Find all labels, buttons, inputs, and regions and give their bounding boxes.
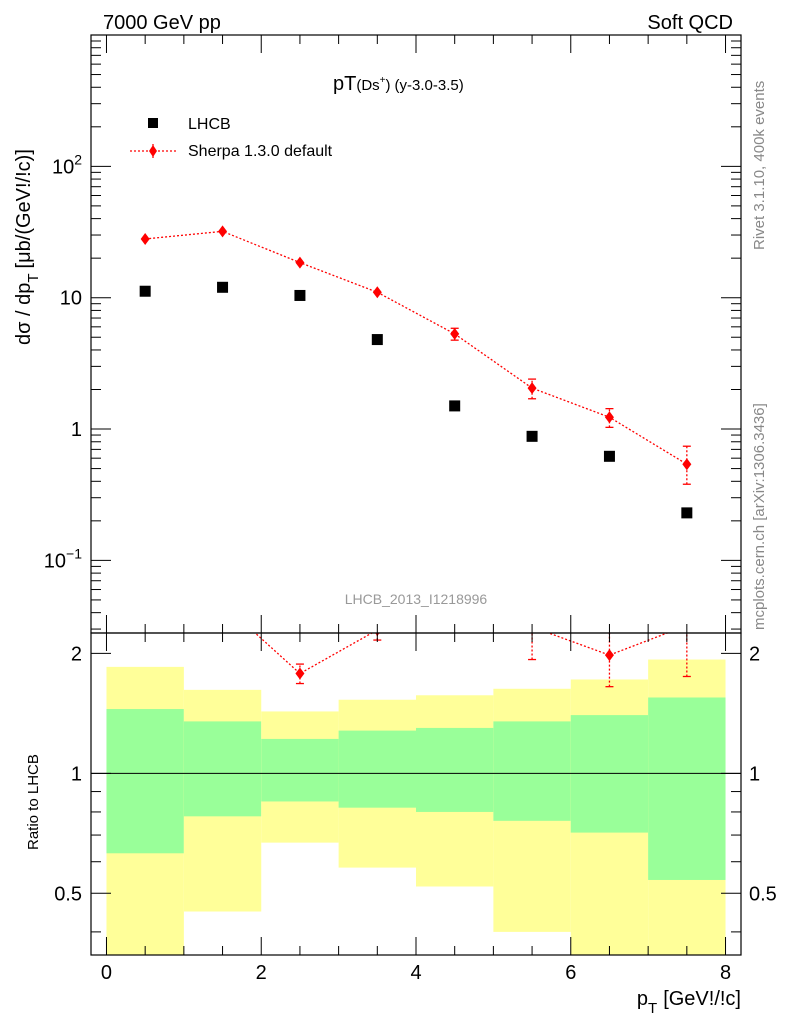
lhcb-point (139, 285, 151, 297)
main-axis-ticks (91, 35, 741, 633)
x-tick-label: 2 (256, 962, 267, 984)
ratio-inner-band (416, 727, 494, 812)
ratio-inner-band (338, 730, 416, 808)
ratio-inner-band (570, 715, 649, 833)
lhcb-point (681, 507, 693, 519)
main-data (139, 225, 693, 519)
main-panel: 10−1 1 10 102 pT(Ds+) (y-3.0-3.5) dσ / dpT[μ… (13, 34, 742, 634)
plot-title-particle: (Ds (356, 77, 379, 94)
sherpa-point (450, 327, 460, 340)
ratio-point (450, 549, 459, 561)
ratio-y-tick-label-left: 2 (71, 643, 82, 665)
plot-title-range: (y-3.0-3.5) (395, 77, 464, 94)
sherpa-line (145, 230, 688, 465)
sherpa-point (372, 286, 382, 299)
ratio-data (141, 549, 691, 688)
ratio-point (218, 597, 227, 609)
ratio-y-tick-label-right: 0.5 (749, 883, 777, 905)
lhcb-point (449, 400, 461, 412)
lhcb-point (603, 450, 615, 462)
lhcb-point (526, 430, 538, 442)
ratio-y-tick-label-right: 1 (749, 763, 760, 785)
plot-title-close: ) (386, 77, 391, 94)
legend-label-lhcb: LHCB (188, 116, 231, 133)
ratio-inner-band (106, 709, 184, 854)
lhcb-point (294, 289, 306, 301)
source-label: mcplots.cern.ch [arXiv:1306.3436] (751, 403, 768, 630)
main-y-tick-labels: 10−1 1 10 102 (44, 151, 82, 572)
x-axis-label: pT [GeV!/!c] (637, 988, 741, 1017)
ratio-axis-ticks (91, 633, 741, 955)
sherpa-point (218, 225, 228, 238)
legend-label-sherpa: Sherpa 1.3.0 default (188, 143, 333, 160)
main-y-tick-label: 10 (60, 288, 82, 310)
lhcb-point (217, 281, 229, 293)
ratio-y-tick-label-left: 0.5 (54, 883, 82, 905)
sherpa-point (527, 382, 537, 395)
lhcb-point (371, 334, 383, 346)
plot-title-charge: + (380, 75, 386, 86)
process-label: Soft QCD (647, 12, 733, 34)
ratio-y-tick-label-right: 2 (749, 643, 760, 665)
ratio-tick-labels: 0.5 0.5 1 1 2 2 0 2 4 6 8 (54, 643, 777, 984)
ratio-point (141, 609, 150, 621)
main-y-tick-label: 1 (71, 419, 82, 441)
legend: LHCB Sherpa 1.3.0 default (130, 116, 333, 160)
ratio-point (604, 649, 614, 662)
x-tick-label: 0 (101, 962, 112, 984)
ratio-y-axis-label: Ratio to LHCB (25, 754, 42, 850)
analysis-watermark: LHCB_2013_I1218996 (345, 591, 488, 607)
main-y-tick-label: 102 (52, 151, 82, 178)
sherpa-point (604, 411, 614, 424)
main-y-axis-label: dσ / dpT[μb/(GeV!/!c)] (13, 149, 42, 345)
ratio-y-tick-label-left: 1 (71, 763, 82, 785)
ratio-point (295, 667, 305, 680)
ratio-bands (106, 659, 726, 955)
ratio-inner-band (648, 697, 726, 880)
energy-label: 7000 GeV pp (103, 12, 221, 34)
x-tick-label: 4 (410, 962, 421, 984)
ratio-frame (90, 632, 742, 956)
rivet-label: Rivet 3.1.10, 400k events (751, 81, 768, 250)
main-y-tick-label: 10−1 (44, 545, 82, 572)
x-tick-label: 6 (565, 962, 576, 984)
legend-marker-sherpa (149, 145, 157, 157)
x-tick-label: 8 (720, 962, 731, 984)
plot-title: pT(Ds+) (y-3.0-3.5) (333, 73, 464, 95)
sherpa-point (682, 458, 692, 471)
ratio-line (254, 633, 670, 675)
plot-title-main: pT (333, 73, 356, 95)
legend-marker-lhcb (148, 118, 158, 128)
ratio-inner-band (261, 738, 339, 802)
sherpa-point (295, 256, 305, 269)
ratio-inner-band (493, 721, 571, 821)
sherpa-point (140, 232, 150, 245)
ratio-inner-band (183, 721, 262, 817)
ratio-panel: 0.5 0.5 1 1 2 2 0 2 4 6 8 Ratio to LHCB pT [GeV!/!c… (25, 549, 777, 1017)
